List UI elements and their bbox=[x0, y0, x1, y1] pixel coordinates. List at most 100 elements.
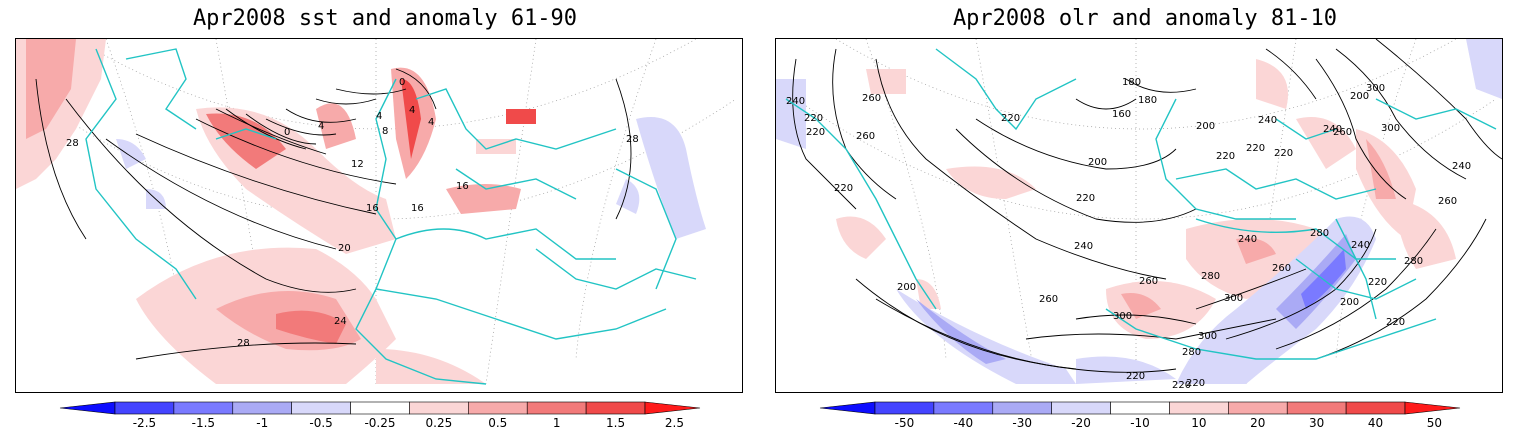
olr-contour-label: 300 bbox=[1113, 311, 1132, 322]
colorbar-tick-label: 0.5 bbox=[488, 416, 508, 430]
sst-contour-label: 4 bbox=[409, 105, 415, 116]
olr-contour-label: 220 bbox=[806, 127, 825, 138]
olr-contour-label: 220 bbox=[1001, 113, 1020, 124]
olr-map-frame: 240 260 220 220 220 180 180 160 200 200 … bbox=[775, 38, 1503, 393]
colorbar-tick-label: 30 bbox=[1309, 416, 1325, 430]
sst-colorbar bbox=[59, 401, 701, 415]
colorbar-tick-label: -10 bbox=[1130, 416, 1150, 430]
sst-contour-labels: 0 4 8 4 4 0 4 12 16 16 16 20 24 28 28 28 bbox=[66, 77, 639, 349]
colorbar-tick-label: 1 bbox=[552, 416, 561, 430]
olr-contour-label: 160 bbox=[1112, 109, 1131, 120]
olr-colorbar bbox=[819, 401, 1461, 415]
colorbar-bin bbox=[232, 401, 292, 415]
sst-panel: Apr2008 sst and anomaly 61-90 bbox=[15, 6, 743, 430]
colorbar-tick-label: 40 bbox=[1367, 416, 1384, 430]
colorbar-bin bbox=[1169, 401, 1229, 415]
colorbar-tick-label: -20 bbox=[1071, 416, 1091, 430]
sst-contour-label: 24 bbox=[334, 316, 347, 327]
olr-contour-label: 260 bbox=[856, 131, 875, 142]
colorbar-bin bbox=[585, 401, 646, 415]
olr-contour-label: 220 bbox=[1172, 380, 1191, 391]
olr-contour-label: 240 bbox=[1351, 240, 1370, 251]
colorbar-tick-label: 2.5 bbox=[664, 416, 684, 430]
olr-contour-label: 300 bbox=[1366, 83, 1385, 94]
olr-contour-label: 180 bbox=[1138, 95, 1157, 106]
olr-contour-label: 280 bbox=[1404, 256, 1423, 267]
sst-contour-label: 20 bbox=[338, 243, 351, 254]
olr-contour-label: 200 bbox=[897, 282, 916, 293]
sst-contour-label: 12 bbox=[351, 159, 364, 170]
colorbar-bin bbox=[526, 401, 587, 415]
olr-contour-label: 220 bbox=[1216, 151, 1235, 162]
olr-contour-label: 260 bbox=[1333, 127, 1352, 138]
olr-contour-label: 280 bbox=[1201, 271, 1220, 282]
olr-contour-label: 260 bbox=[1438, 196, 1457, 207]
olr-contours bbox=[792, 39, 1502, 373]
olr-contour-label: 220 bbox=[1246, 143, 1265, 154]
colorbar-bin bbox=[933, 401, 994, 415]
colorbar-tick-label: -0.5 bbox=[309, 416, 333, 430]
sst-contour-label: 16 bbox=[366, 203, 379, 214]
sst-panel-title: Apr2008 sst and anomaly 61-90 bbox=[192, 6, 578, 31]
olr-contour-label: 220 bbox=[1386, 317, 1405, 328]
sst-contour-label: 0 bbox=[284, 127, 290, 138]
sst-contour-label: 4 bbox=[376, 111, 382, 122]
olr-contour-label: 300 bbox=[1224, 293, 1243, 304]
colorbar-bin bbox=[1228, 401, 1288, 415]
colorbar-tick-label: 20 bbox=[1250, 416, 1266, 430]
colorbar-tick-label: -0.25 bbox=[364, 416, 396, 430]
olr-contour-label: 220 bbox=[1368, 277, 1387, 288]
sst-map-frame: 0 4 8 4 4 0 4 12 16 16 16 20 24 28 28 28 bbox=[15, 38, 743, 393]
colorbar-left-arrow bbox=[819, 401, 876, 415]
olr-contour-label: 260 bbox=[1039, 294, 1058, 305]
olr-contour-label: 300 bbox=[1381, 123, 1400, 134]
sst-contour-label: 28 bbox=[626, 134, 639, 145]
colorbar-bin bbox=[291, 401, 351, 415]
olr-contour-label: 280 bbox=[1310, 228, 1329, 239]
sst-contour-label: 0 bbox=[399, 77, 405, 88]
olr-contour-label: 220 bbox=[1076, 193, 1095, 204]
olr-contour-label: 300 bbox=[1198, 331, 1217, 342]
sst-contour-label: 4 bbox=[318, 121, 324, 132]
colorbar-tick-label: -1.5 bbox=[191, 416, 216, 430]
olr-contour-label: 240 bbox=[1258, 115, 1277, 126]
olr-contour-label: 240 bbox=[1238, 234, 1257, 245]
colorbar-tick-label: -1 bbox=[256, 416, 269, 430]
colorbar-bin bbox=[874, 401, 935, 415]
olr-contour-label: 260 bbox=[1139, 276, 1158, 287]
olr-coastlines bbox=[785, 48, 1497, 360]
olr-panel-title: Apr2008 olr and anomaly 81-10 bbox=[952, 6, 1338, 31]
sst-contour-label: 16 bbox=[411, 203, 424, 214]
olr-contour-label: 220 bbox=[1186, 378, 1205, 389]
olr-contour-label: 180 bbox=[1122, 77, 1141, 88]
sst-contour-label: 8 bbox=[382, 126, 388, 137]
colorbar-tick-label: -50 bbox=[894, 416, 915, 430]
olr-contour-label: 220 bbox=[1126, 371, 1145, 382]
sst-contour-label: 4 bbox=[428, 117, 434, 128]
olr-contour-label: 240 bbox=[1452, 161, 1471, 172]
olr-negative-anomalies bbox=[776, 39, 1502, 384]
olr-contour-label: 260 bbox=[862, 93, 881, 104]
olr-contour-label: 200 bbox=[1350, 91, 1369, 102]
olr-contour-label: 220 bbox=[834, 183, 853, 194]
colorbar-bin bbox=[1286, 401, 1347, 415]
sst-coastlines bbox=[85, 48, 697, 385]
colorbar-tick-label: -2.5 bbox=[132, 416, 157, 430]
colorbar-bin bbox=[1051, 401, 1111, 415]
olr-contour-labels: 240 260 220 220 220 180 180 160 200 200 … bbox=[786, 77, 1471, 391]
olr-contour-label: 240 bbox=[1323, 124, 1342, 135]
colorbar-tick-label: 0.25 bbox=[425, 416, 453, 430]
olr-contour-label: 200 bbox=[1196, 121, 1215, 132]
olr-contour-label: 260 bbox=[1272, 263, 1291, 274]
colorbar-bin bbox=[409, 401, 469, 415]
colorbar-tick-label: 50 bbox=[1426, 416, 1443, 430]
olr-panel: Apr2008 olr and anomaly 81-10 bbox=[760, 0, 1520, 430]
sst-map: 0 4 8 4 4 0 4 12 16 16 16 20 24 28 28 28 bbox=[16, 39, 742, 385]
sst-contour-label: 28 bbox=[237, 338, 250, 349]
colorbar-right-arrow bbox=[1404, 401, 1461, 415]
colorbar-bin bbox=[1110, 401, 1170, 415]
colorbar-bin bbox=[173, 401, 234, 415]
colorbar-bin bbox=[350, 401, 410, 415]
colorbar-bin bbox=[1345, 401, 1406, 415]
colorbar-bin bbox=[992, 401, 1052, 415]
